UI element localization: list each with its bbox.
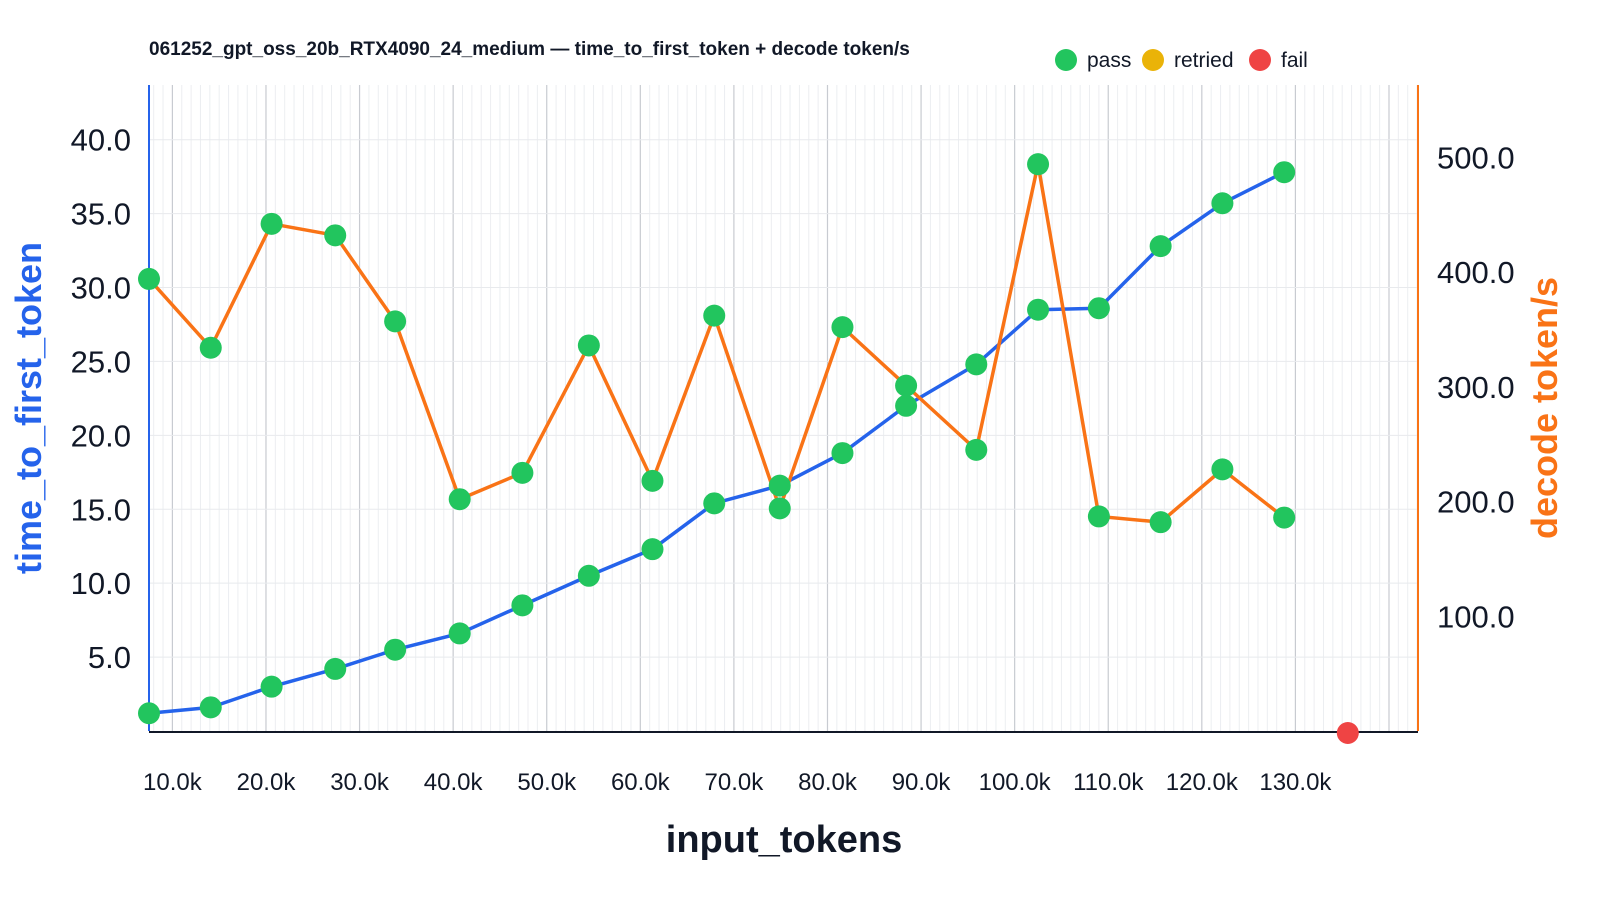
ticks: 10.0k 20.0k 30.0k 40.0k 50.0k 60.0k 70.0k 80.0k…: [71, 123, 1515, 796]
data-point-pass: [1027, 298, 1050, 321]
y-tick-label: 40.0: [71, 123, 131, 158]
y2-tick-label: 400.0: [1437, 255, 1515, 290]
series-line-right: [147, 162, 1286, 524]
legend-marker-fail: [1249, 49, 1271, 71]
data-point-pass: [641, 538, 664, 561]
y-tick-label: 30.0: [71, 271, 131, 306]
legend-label: retried: [1174, 49, 1234, 72]
data-point-pass: [703, 492, 726, 515]
y2-tick-label: 300.0: [1437, 370, 1515, 405]
data-point-pass: [199, 696, 222, 719]
x-tick-label: 20.0k: [237, 769, 297, 796]
data-point-pass: [965, 353, 988, 376]
x-tick-label: 130.0k: [1259, 769, 1332, 796]
data-point-pass: [324, 657, 347, 680]
data-point-pass: [260, 675, 283, 698]
x-tick-label: 120.0k: [1166, 769, 1239, 796]
data-point-pass: [768, 497, 791, 520]
data-point-pass: [138, 267, 160, 290]
series: [138, 153, 1359, 744]
data-point-pass: [1149, 235, 1172, 258]
data-point-pass: [1273, 506, 1296, 529]
y-tick-label: 20.0: [71, 418, 131, 453]
x-tick-label: 110.0k: [1073, 769, 1144, 796]
data-point-pass: [703, 304, 726, 327]
data-point-pass: [448, 622, 471, 645]
x-axis-label: input_tokens: [666, 819, 902, 861]
data-point-pass: [384, 310, 407, 333]
data-point-pass: [895, 374, 918, 397]
x-tick-label: 100.0k: [979, 769, 1052, 796]
data-point-pass: [768, 474, 791, 497]
y-tick-label: 15.0: [71, 492, 131, 527]
x-tick-label: 40.0k: [424, 769, 484, 796]
data-point-pass: [511, 594, 534, 617]
y2-axis-label: decode token/s: [1524, 277, 1565, 539]
x-tick-label: 30.0k: [330, 769, 390, 796]
data-point-pass: [138, 702, 160, 725]
x-tick-label: 10.0k: [143, 769, 203, 796]
y-tick-label: 35.0: [71, 197, 131, 232]
data-point-pass: [831, 442, 854, 465]
data-point-pass: [1211, 458, 1234, 481]
data-point-pass: [511, 461, 534, 484]
axes: [148, 85, 1419, 733]
data-point-pass: [1087, 505, 1110, 528]
data-point-pass: [895, 394, 918, 417]
grid: [149, 85, 1418, 731]
chart-title: 061252_gpt_oss_20b_RTX4090_24_medium — t…: [149, 39, 910, 60]
series-line-left: [148, 170, 1285, 716]
y2-tick-label: 200.0: [1437, 485, 1515, 520]
data-point-pass: [1027, 153, 1050, 176]
x-tick-label: 50.0k: [517, 769, 577, 796]
data-point-pass: [1087, 297, 1110, 320]
data-point-pass: [577, 564, 600, 587]
data-point-pass: [324, 224, 347, 247]
y-tick-label: 10.0: [71, 566, 131, 601]
data-point-pass: [641, 469, 664, 492]
data-point-pass: [577, 334, 600, 357]
x-tick-label: 90.0k: [892, 769, 952, 796]
data-point-pass: [965, 438, 988, 461]
x-tick-label: 80.0k: [798, 769, 858, 796]
data-point-pass: [1211, 192, 1234, 215]
data-point-fail: [1336, 722, 1359, 744]
legend-label: fail: [1281, 49, 1308, 72]
y-tick-label: 25.0: [71, 344, 131, 379]
legend-marker-pass: [1055, 49, 1077, 71]
data-point-pass: [448, 488, 471, 511]
legend-marker-retried: [1142, 49, 1164, 71]
x-tick-label: 70.0k: [705, 769, 765, 796]
data-point-pass: [384, 638, 407, 661]
legend-label: pass: [1087, 49, 1131, 72]
data-point-pass: [1273, 161, 1296, 184]
legend: pass retried fail: [1055, 49, 1308, 72]
y2-tick-label: 500.0: [1437, 140, 1515, 175]
y-tick-label: 5.0: [88, 640, 131, 675]
data-point-pass: [831, 316, 854, 339]
y-axis-label: time_to_first_token: [8, 242, 49, 574]
y2-tick-label: 100.0: [1437, 599, 1515, 634]
data-point-pass: [260, 212, 283, 235]
data-point-pass: [1149, 511, 1172, 534]
x-tick-label: 60.0k: [611, 769, 671, 796]
data-point-pass: [199, 336, 222, 359]
